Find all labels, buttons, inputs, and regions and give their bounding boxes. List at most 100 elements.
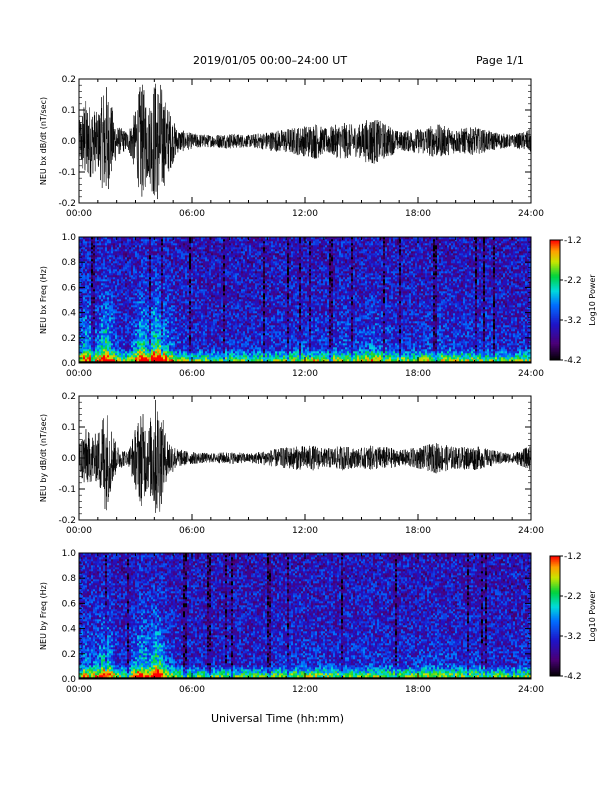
spectrogram-cell bbox=[85, 273, 88, 276]
spectrogram-cell bbox=[195, 277, 198, 280]
spectrogram-cell bbox=[211, 289, 214, 292]
spectrogram-cell bbox=[95, 353, 98, 356]
spectrogram-cell bbox=[215, 351, 218, 354]
spectrogram-cell bbox=[225, 237, 228, 240]
spectrogram-cell bbox=[221, 275, 224, 278]
spectrogram-cell bbox=[221, 303, 224, 306]
spectrogram-cell bbox=[151, 303, 154, 306]
spectrogram-cell bbox=[87, 273, 90, 276]
spectrogram-cell bbox=[105, 279, 108, 282]
spectrogram-cell bbox=[201, 353, 204, 356]
spectrogram-cell bbox=[165, 341, 168, 344]
spectrogram-cell bbox=[87, 245, 90, 248]
spectrogram-cell bbox=[169, 313, 172, 316]
spectrogram-cell bbox=[149, 295, 152, 298]
spectrogram-cell bbox=[201, 241, 204, 244]
spectrogram-cell bbox=[85, 243, 88, 246]
spectrogram-cell bbox=[155, 283, 158, 286]
spectrogram-cell bbox=[93, 291, 96, 294]
spectrogram-cell bbox=[107, 351, 110, 354]
spectrogram-cell bbox=[203, 315, 206, 318]
spectrogram-cell bbox=[223, 327, 226, 330]
spectrogram-cell bbox=[231, 281, 234, 284]
spectrogram-cell bbox=[107, 279, 110, 282]
spectrogram-cell bbox=[175, 359, 178, 362]
spectrogram-cell bbox=[199, 339, 202, 342]
spectrogram-cell bbox=[157, 265, 160, 268]
spectrogram-cell bbox=[189, 265, 192, 268]
spectrogram-cell bbox=[221, 347, 224, 350]
spectrogram-cell bbox=[83, 307, 86, 310]
spectrogram-cell bbox=[127, 355, 130, 358]
spectrogram-cell bbox=[223, 255, 226, 258]
spectrogram-cell bbox=[201, 307, 204, 310]
spectrogram-cell bbox=[83, 347, 86, 350]
spectrogram-cell bbox=[231, 359, 234, 362]
spectrogram-cell bbox=[117, 315, 120, 318]
spectrogram-cell bbox=[135, 349, 138, 352]
spectrogram-cell bbox=[181, 355, 184, 358]
spectrogram-cell bbox=[145, 239, 148, 242]
spectrogram-cell bbox=[227, 299, 230, 302]
spectrogram-cell bbox=[113, 311, 116, 314]
spectrogram-cell bbox=[101, 341, 104, 344]
spectrogram-cell bbox=[233, 361, 236, 364]
spectrogram-cell bbox=[187, 321, 190, 324]
spectrogram-cell bbox=[91, 335, 94, 338]
spectrogram-cell bbox=[103, 315, 106, 318]
spectrogram-cell bbox=[219, 301, 222, 304]
spectrogram-cell bbox=[221, 293, 224, 296]
spectrogram-cell bbox=[121, 297, 124, 300]
spectrogram-cell bbox=[121, 287, 124, 290]
spectrogram-cell bbox=[227, 295, 230, 298]
spectrogram-cell bbox=[193, 245, 196, 248]
spectrogram-cell bbox=[87, 255, 90, 258]
spectrogram-cell bbox=[141, 341, 144, 344]
spectrogram-cell bbox=[87, 291, 90, 294]
spectrogram-cell bbox=[159, 281, 162, 284]
spectrogram-cell bbox=[109, 321, 112, 324]
spectrogram-cell bbox=[133, 307, 136, 310]
spectrogram-cell bbox=[167, 347, 170, 350]
spectrogram-cell bbox=[101, 343, 104, 346]
spectrogram-cell bbox=[191, 247, 194, 250]
spectrogram-cell bbox=[225, 277, 228, 280]
spectrogram-cell bbox=[233, 351, 236, 354]
spectrogram-cell bbox=[207, 299, 210, 302]
spectrogram-cell bbox=[113, 293, 116, 296]
spectrogram-cell bbox=[145, 255, 148, 258]
spectrogram-cell bbox=[201, 279, 204, 282]
spectrogram-cell bbox=[191, 277, 194, 280]
spectrogram-cell bbox=[167, 253, 170, 256]
spectrogram-cell bbox=[165, 313, 168, 316]
spectrogram-cell bbox=[127, 255, 130, 258]
spectrogram-cell bbox=[201, 239, 204, 242]
spectrogram-cell bbox=[95, 241, 98, 244]
spectrogram-cell bbox=[81, 319, 84, 322]
spectrogram-cell bbox=[105, 269, 108, 272]
spectrogram-cell bbox=[227, 323, 230, 326]
spectrogram-cell bbox=[209, 317, 212, 320]
spectrogram-cell bbox=[113, 347, 116, 350]
spectrogram-cell bbox=[205, 245, 208, 248]
spectrogram-cell bbox=[173, 269, 176, 272]
spectrogram-cell bbox=[205, 327, 208, 330]
spectrogram-cell bbox=[223, 273, 226, 276]
spectrogram-cell bbox=[135, 285, 138, 288]
spectrogram-cell bbox=[121, 251, 124, 254]
spectrogram-cell bbox=[105, 355, 108, 358]
spectrogram-cell bbox=[133, 249, 136, 252]
spectrogram-cell bbox=[225, 295, 228, 298]
spectrogram-cell bbox=[153, 309, 156, 312]
spectrogram-cell bbox=[183, 261, 186, 264]
spectrogram-cell bbox=[87, 357, 90, 360]
spectrogram-cell bbox=[199, 277, 202, 280]
spectrogram-cell bbox=[129, 285, 132, 288]
spectrogram-cell bbox=[105, 339, 108, 342]
spectrogram-cell bbox=[193, 343, 196, 346]
spectrogram-cell bbox=[191, 297, 194, 300]
spectrogram-cell bbox=[207, 275, 210, 278]
spectrogram-cell bbox=[115, 325, 118, 328]
spectrogram-cell bbox=[189, 337, 192, 340]
spectrogram-cell bbox=[127, 269, 130, 272]
